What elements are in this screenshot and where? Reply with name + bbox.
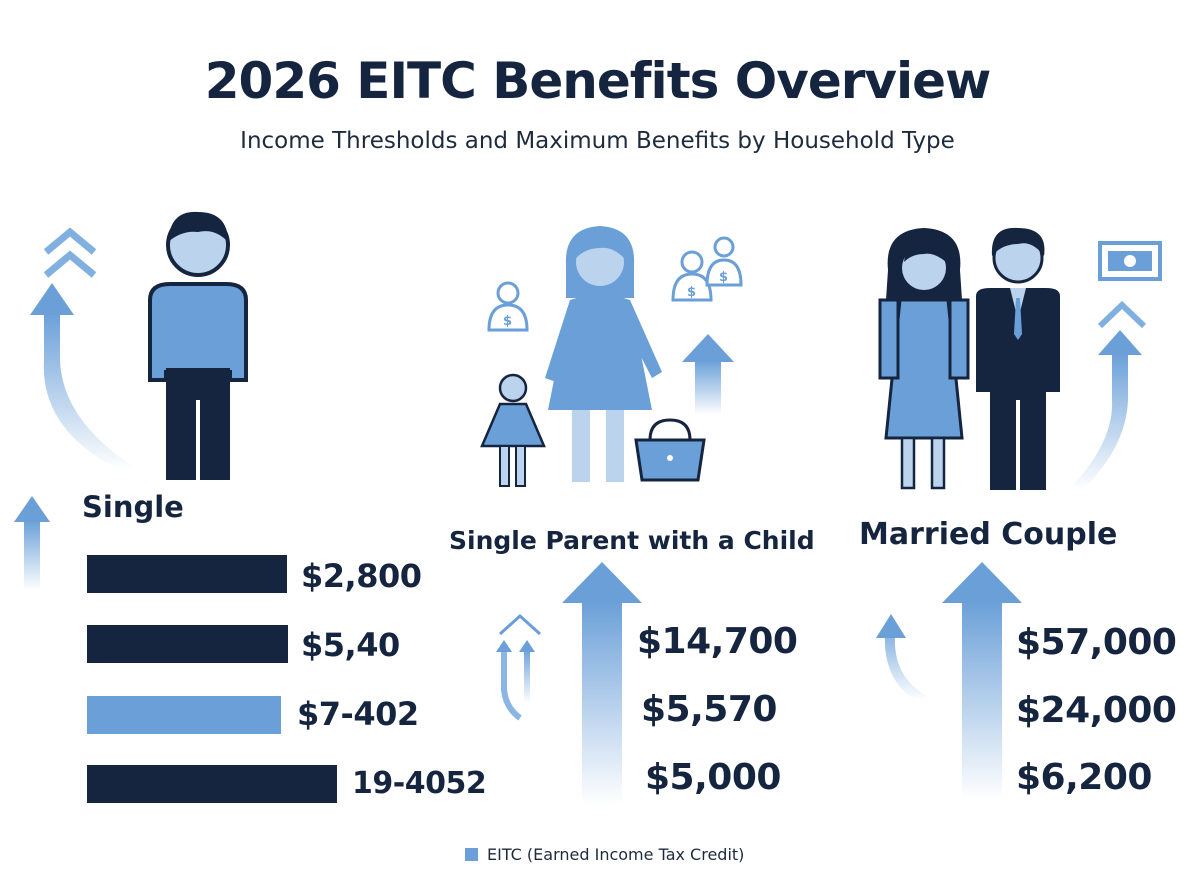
svg-text:$: $	[503, 314, 512, 329]
section-label-single-parent: Single Parent with a Child	[449, 526, 815, 555]
up-arrow-icon	[562, 562, 642, 805]
couple-icon	[878, 227, 1060, 490]
up-arrow-icon	[30, 283, 135, 470]
bar-label: $7-402	[297, 695, 419, 733]
bar-label: $2,800	[301, 557, 422, 595]
section-label-married-couple: Married Couple	[859, 517, 1118, 552]
bar-label: $5,40	[301, 626, 400, 664]
cash-icon	[1098, 241, 1162, 281]
up-arrow-icon	[876, 614, 927, 705]
legend-swatch	[465, 847, 478, 861]
value-label: $14,700	[637, 621, 798, 662]
svg-text:$: $	[719, 270, 728, 285]
up-arrow-icon	[496, 613, 542, 721]
single-bar	[87, 765, 337, 803]
legend-label: EITC (Earned Income Tax Credit)	[487, 844, 745, 864]
section-label-single: Single	[82, 490, 184, 524]
shopping-bag-icon	[634, 418, 706, 482]
up-arrow-icon	[14, 496, 50, 590]
person-icon	[148, 211, 248, 480]
up-arrow-icon	[682, 334, 734, 415]
chevron-up-icon	[43, 227, 97, 278]
value-label: $6,200	[1016, 757, 1152, 798]
svg-text:$: $	[687, 285, 696, 300]
up-arrow-icon	[1074, 330, 1142, 490]
value-label: $57,000	[1016, 622, 1177, 663]
child-icon	[480, 373, 546, 487]
dollar-sign-icon: $ $ $	[503, 270, 728, 329]
single-bar	[87, 625, 288, 663]
legend: EITC (Earned Income Tax Credit)	[465, 843, 744, 865]
mother-icon	[545, 226, 662, 482]
money-person-icon	[487, 236, 743, 332]
value-label: $5,000	[645, 757, 781, 798]
single-bar	[87, 696, 281, 734]
value-label: $5,570	[641, 689, 777, 730]
bar-label: 19-4052	[352, 766, 487, 801]
chevron-up-icon	[1097, 300, 1147, 329]
up-arrow-icon	[942, 562, 1022, 800]
page-title: 2026 EITC Benefits Overview	[204, 52, 992, 110]
single-bar	[87, 555, 287, 593]
page-subtitle: Income Thresholds and Maximum Benefits b…	[240, 128, 955, 154]
value-label: $24,000	[1016, 690, 1177, 731]
